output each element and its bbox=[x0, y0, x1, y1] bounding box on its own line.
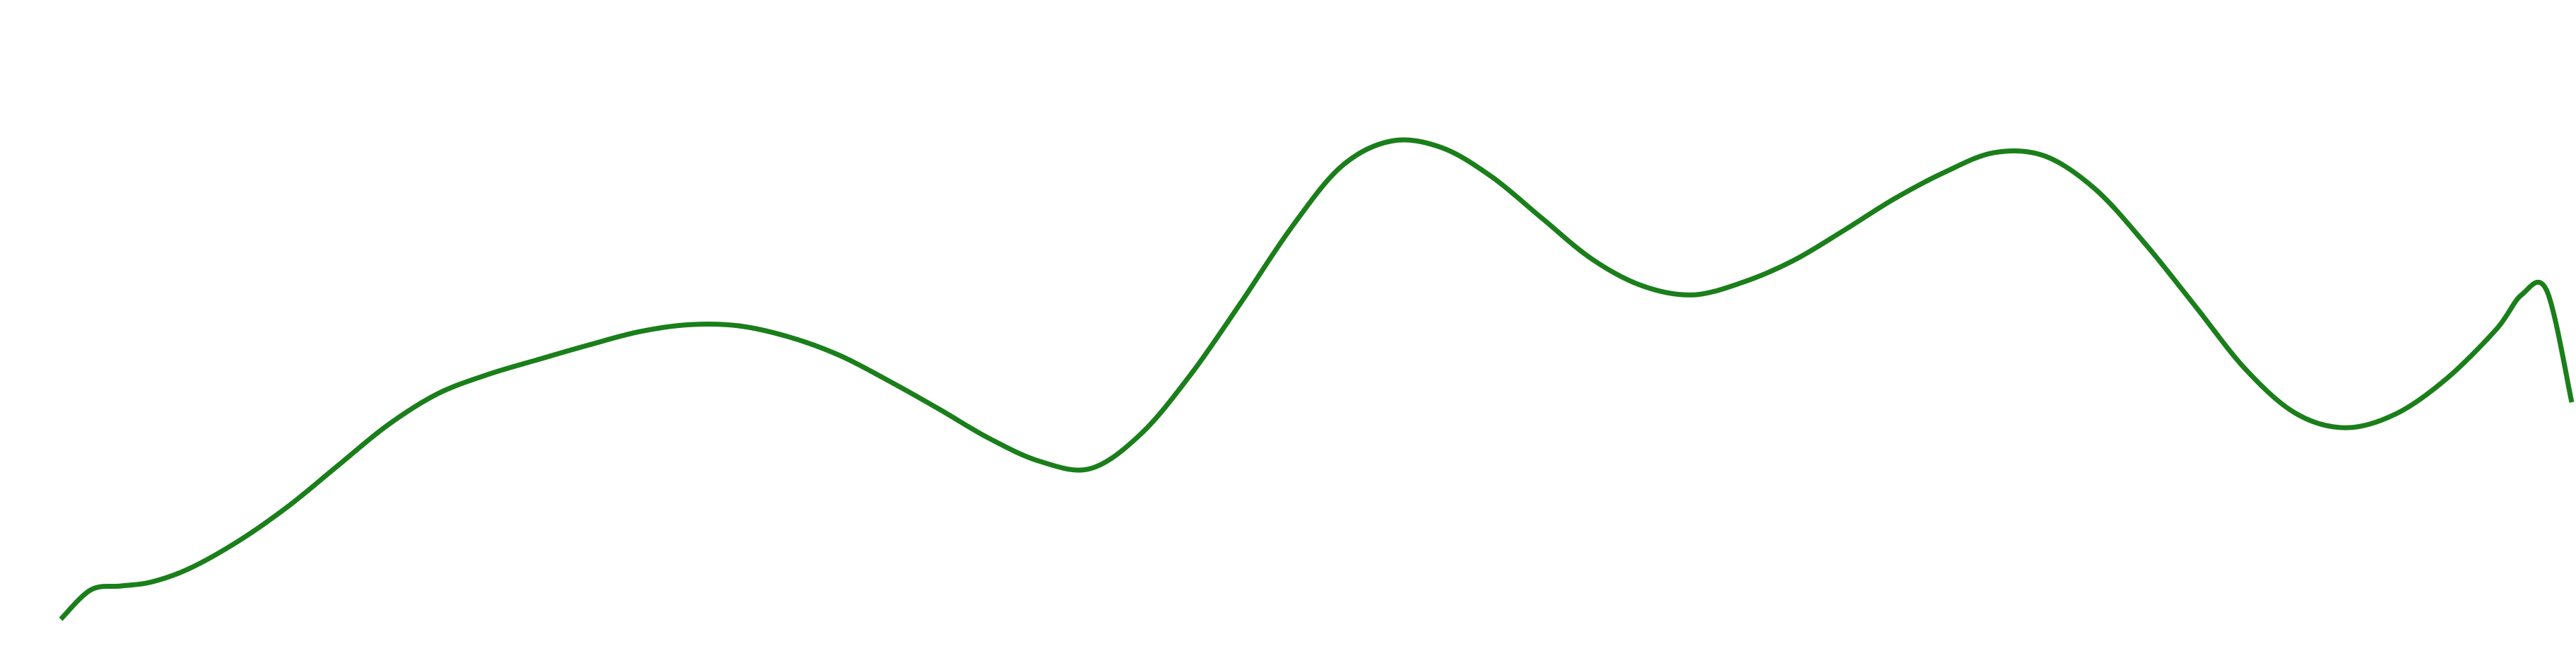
series-layer bbox=[59, 137, 2575, 621]
series-line-1 bbox=[59, 137, 2575, 621]
